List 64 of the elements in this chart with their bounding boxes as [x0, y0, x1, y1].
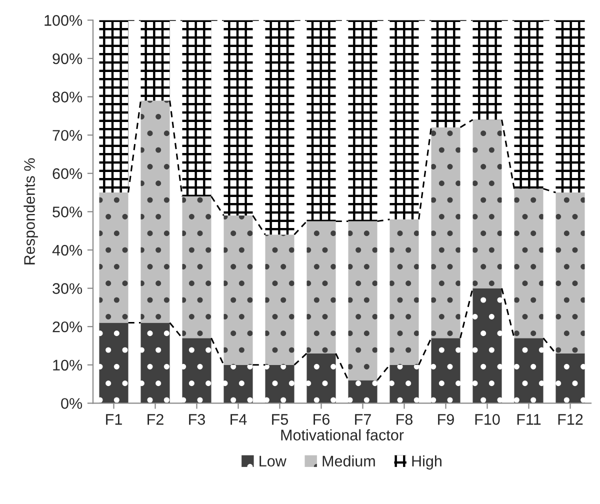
bar: [431, 20, 460, 128]
bar: [390, 364, 419, 404]
bar: [514, 338, 544, 404]
bar: [431, 338, 460, 404]
bar: [265, 364, 294, 404]
x-tick-label: F8: [396, 414, 412, 425]
x-tick-label: F4: [230, 414, 247, 425]
bar: [556, 353, 585, 404]
bar: [182, 20, 212, 196]
x-tick-label: F6: [314, 414, 330, 425]
x-tick-label: F5: [272, 414, 288, 425]
bar: [140, 322, 170, 404]
y-tick-label: 60%: [52, 168, 82, 180]
x-tick-label: F3: [189, 414, 205, 425]
x-tick-label: F12: [558, 414, 583, 425]
x-tick-label: F11: [517, 414, 541, 425]
bar: [306, 221, 336, 354]
bar: [224, 216, 253, 365]
bar: [514, 20, 544, 189]
bar: [348, 20, 378, 222]
bar: [348, 221, 378, 380]
bar: [390, 20, 419, 220]
x-tick-label: F9: [438, 414, 454, 425]
y-tick-label: 100%: [44, 15, 82, 26]
y-tick-label: 20%: [52, 321, 82, 332]
bar: [224, 20, 253, 216]
x-tick-label: F2: [148, 414, 164, 425]
y-tick-label: 30%: [52, 283, 82, 294]
bar: [556, 20, 585, 193]
bar: [390, 219, 419, 365]
bar: [556, 192, 585, 354]
bar: [140, 20, 170, 101]
bar: [265, 234, 294, 365]
y-tick-label: 70%: [52, 130, 82, 141]
bar: [306, 20, 336, 222]
bar: [431, 127, 460, 338]
y-axis-title: Respondents %: [24, 158, 38, 264]
bar: [472, 20, 502, 120]
x-tick-label: F10: [475, 414, 500, 425]
x-axis-title: Motivational factor: [281, 429, 404, 440]
bar: [265, 20, 294, 235]
legend-label: Medium: [322, 455, 375, 467]
bar: [99, 322, 128, 404]
x-tick-label: F7: [355, 414, 371, 425]
bar: [514, 188, 544, 338]
y-tick-label: 50%: [52, 206, 82, 218]
y-tick-label: 90%: [52, 53, 82, 64]
y-tick-label: 10%: [53, 360, 82, 371]
y-tick-label: 80%: [52, 92, 82, 102]
bar: [224, 364, 253, 404]
bar: [140, 100, 170, 323]
y-tick-label: 0%: [61, 398, 82, 409]
x-tick-label: F1: [106, 414, 122, 425]
bar: [99, 20, 128, 193]
bar: [306, 353, 336, 404]
bar: [472, 120, 502, 288]
bar: [348, 380, 378, 404]
bar: [472, 288, 502, 404]
y-tick-label: 40%: [52, 244, 82, 256]
bar: [99, 192, 128, 323]
bar: [182, 196, 212, 338]
legend-label: High: [412, 455, 442, 470]
legend-label: Low: [260, 456, 286, 467]
bar: [182, 338, 212, 404]
